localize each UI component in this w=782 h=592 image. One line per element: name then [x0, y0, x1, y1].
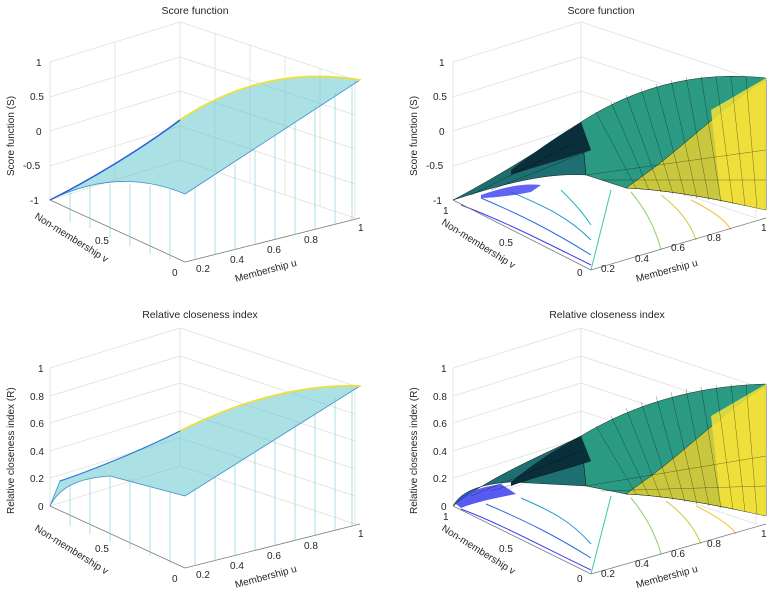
- plot-4-base-edges: [452, 505, 767, 575]
- plot-3-xtick-4: 1: [358, 529, 364, 540]
- plot-3-mesh: [69, 389, 353, 566]
- plot-2-svg: Score function -1 -0.5 0 0.5 1 0 0.2 0.4…: [409, 5, 767, 285]
- plot-2-ztick-1: -0.5: [426, 161, 444, 172]
- plot-2-xtick-3: 0.6: [671, 243, 685, 254]
- plot-1-base-edges: [49, 199, 361, 263]
- plot-1-ztick-3: 0.5: [30, 92, 44, 103]
- plot-3-ztick-0: 0: [38, 502, 44, 513]
- plot-2-xtick-4: 0.8: [707, 233, 721, 244]
- plot-1-svg: Score function -1 -0.5 0 0.5 1 0 0.5 0.2…: [6, 5, 364, 285]
- plot-3-ytick-1: 0.5: [95, 544, 109, 555]
- plot-2-ztick-4: 1: [439, 58, 445, 69]
- plot-2-xtick-1: 0.2: [601, 264, 615, 275]
- plot-3-xtick-3: 0.8: [304, 541, 318, 552]
- plot-4-svg: Relative closeness index 0 0.2 0.4 0.6 0…: [409, 309, 767, 591]
- plot-4-xtick-5: 1: [761, 529, 767, 540]
- plot-2-mesh: [470, 75, 767, 209]
- plot-2-xtick-2: 0.4: [635, 254, 649, 265]
- plot-3-xtick-2: 0.6: [267, 551, 281, 562]
- plot-4-surface-blue: [456, 484, 516, 508]
- plot-1-mesh: [69, 84, 353, 260]
- plot-3-ztick-2: 0.4: [30, 447, 44, 458]
- plot-2-ytick-1: 1: [443, 206, 449, 217]
- plot-2-title: Score function: [567, 5, 634, 17]
- plot-4-ztick-3: 0.6: [433, 419, 447, 430]
- plot-1-xtick-1: 0.4: [230, 255, 244, 266]
- plot-1-xtick-0: 0.2: [196, 264, 210, 275]
- plot-2-ztick-0: -1: [433, 196, 442, 207]
- plot-2-base-edges: [452, 199, 767, 271]
- plot-panel-2: Score function -1 -0.5 0 0.5 1 0 0.2 0.4…: [391, 0, 782, 296]
- plot-3-ztick-5: 1: [38, 364, 44, 375]
- plot-3-base-edges: [49, 505, 361, 569]
- plot-4-xtick-0: 0: [577, 574, 583, 585]
- plot-4-zlabel: Relative closeness index (R): [409, 387, 420, 514]
- plot-4-ytick-1: 1: [443, 512, 449, 523]
- plot-4-xtick-2: 0.4: [635, 559, 649, 570]
- plot-1-title: Score function: [161, 5, 228, 17]
- plot-3-title: Relative closeness index: [142, 309, 258, 321]
- plot-4-title: Relative closeness index: [549, 309, 665, 321]
- plot-4-ztick-5: 1: [441, 364, 447, 375]
- plot-3-ztick-1: 0.2: [30, 474, 44, 485]
- plot-4-ztick-4: 0.8: [433, 392, 447, 403]
- plot-3-ytick-0: 0: [172, 574, 178, 585]
- plot-1-ztick-1: -0.5: [23, 161, 41, 172]
- plot-1-valley: [49, 119, 181, 201]
- plot-1-ztick-0: -1: [30, 196, 39, 207]
- plot-2-ztick-3: 0.5: [433, 92, 447, 103]
- plot-1-ridge: [179, 75, 361, 121]
- plot-3-xtick-1: 0.4: [230, 561, 244, 572]
- plot-2-surface-highlight: [711, 78, 766, 210]
- plot-2-ztick-2: 0: [439, 127, 445, 138]
- plot-4-ztick-1: 0.2: [433, 474, 447, 485]
- plot-1-surface: [49, 76, 362, 201]
- plot-2-ytick-0: 0.5: [499, 238, 513, 249]
- plot-3-ztick-4: 0.8: [30, 392, 44, 403]
- plot-3-surface: [49, 385, 362, 507]
- plot-3-xtick-0: 0.2: [196, 570, 210, 581]
- plot-2-xtick-5: 1: [761, 223, 767, 234]
- plot-2-surface-blue: [481, 184, 541, 198]
- plot-3-ridge: [179, 384, 361, 432]
- plot-panel-3: Relative closeness index 0 0.2 0.4 0.6 0…: [0, 296, 391, 592]
- plot-panel-1: Score function -1 -0.5 0 0.5 1 0 0.5 0.2…: [0, 0, 391, 296]
- plot-1-xtick-4: 1: [358, 223, 364, 234]
- plot-1-xtick-2: 0.6: [267, 245, 281, 256]
- plot-3-ztick-3: 0.6: [30, 419, 44, 430]
- plot-panel-4: Relative closeness index 0 0.2 0.4 0.6 0…: [391, 296, 782, 592]
- plot-4-ytick-0: 0.5: [499, 544, 513, 555]
- plot-1-ytick-0: 0: [172, 268, 178, 279]
- plot-2-contours: [460, 189, 732, 271]
- plot-2-surface-dark: [511, 122, 591, 175]
- plot-1-xtick-3: 0.8: [304, 235, 318, 246]
- plot-4-mesh: [470, 383, 767, 515]
- plot-4-surface-dark: [511, 436, 591, 486]
- plot-2-xtick-0: 0: [577, 268, 583, 279]
- plot-1-ytick-1: 0.5: [95, 236, 109, 247]
- plot-4-contours: [460, 495, 737, 575]
- plot-4-xtick-3: 0.6: [671, 549, 685, 560]
- plot-1-ztick-2: 0: [36, 127, 42, 138]
- plot-1-ztick-4: 1: [36, 58, 42, 69]
- plot-3-svg: Relative closeness index 0 0.2 0.4 0.6 0…: [6, 309, 364, 591]
- plot-4-xtick-1: 0.2: [601, 569, 615, 580]
- plot-3-zlabel: Relative closeness index (R): [6, 387, 17, 514]
- plot-2-zlabel: Score function (S): [409, 96, 420, 176]
- plot-4-xtick-4: 0.8: [707, 539, 721, 550]
- plot-4-ztick-2: 0.4: [433, 447, 447, 458]
- plot-1-zlabel: Score function (S): [6, 96, 17, 176]
- plot-3-valley: [59, 430, 181, 482]
- plot-4-surface-highlight: [711, 384, 766, 516]
- plot-4-ztick-0: 0: [441, 502, 447, 513]
